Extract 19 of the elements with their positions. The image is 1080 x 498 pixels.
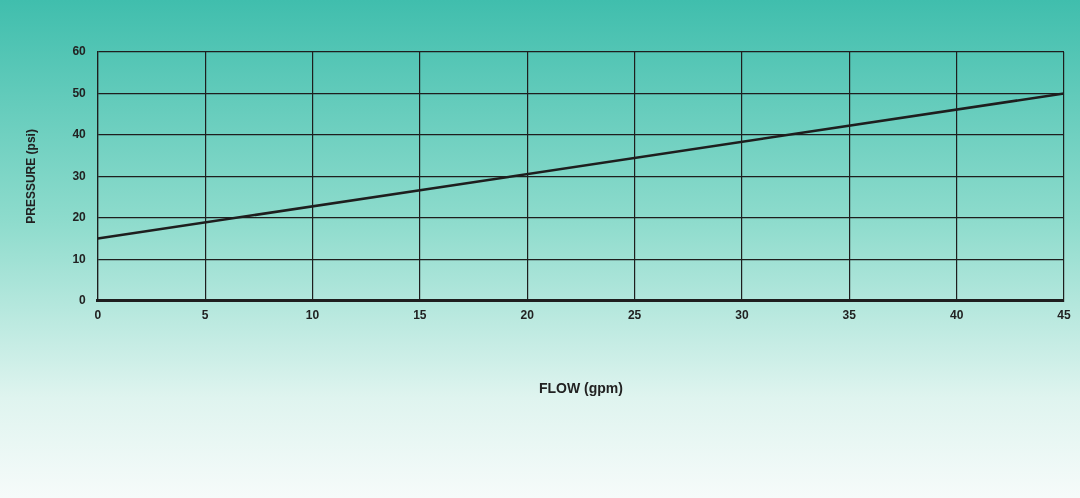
x-tick-label: 5	[201, 308, 209, 323]
x-tick-label: 45	[1057, 308, 1071, 323]
x-tick-label: 40	[949, 308, 964, 323]
y-tick-label: 0	[79, 293, 87, 308]
y-tick-label: 60	[72, 44, 87, 59]
y-tick-label: 10	[72, 251, 87, 266]
y-tick-label: 50	[72, 85, 87, 100]
x-tick-label: 15	[413, 308, 427, 323]
x-tick-label: 10	[305, 308, 320, 323]
x-tick-label: 25	[627, 308, 642, 323]
x-tick-label: 35	[842, 308, 857, 323]
y-tick-label: 40	[72, 127, 87, 142]
x-tick-label: 0	[94, 308, 102, 323]
y-axis-title: PRESSURE (psi)	[23, 129, 38, 224]
y-tick-label: 20	[72, 210, 87, 225]
x-axis-title: FLOW (gpm)	[538, 380, 623, 397]
x-tick-label: 20	[520, 308, 535, 323]
y-tick-label: 30	[72, 168, 87, 183]
x-tick-label: 30	[735, 308, 749, 323]
